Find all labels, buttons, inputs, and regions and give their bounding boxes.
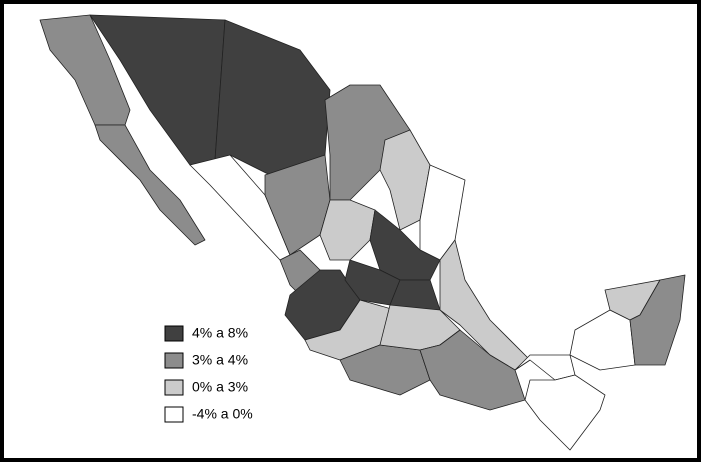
state <box>629 274 686 366</box>
state <box>419 329 526 411</box>
legend-label: 3% a 4% <box>192 352 248 368</box>
legend-swatch <box>164 379 184 396</box>
state <box>94 124 206 246</box>
legend-swatch <box>164 406 184 423</box>
legend: 4% a 8% 3% a 4% 0% a 3% -4% a 0% <box>164 325 253 423</box>
state <box>379 129 431 231</box>
legend-label: -4% a 0% <box>192 406 253 422</box>
states <box>39 14 686 451</box>
legend-swatch <box>164 352 184 369</box>
state <box>524 374 606 451</box>
legend-label: 0% a 3% <box>192 379 248 395</box>
legend-swatch <box>164 325 184 342</box>
legend-label: 4% a 8% <box>192 325 248 341</box>
